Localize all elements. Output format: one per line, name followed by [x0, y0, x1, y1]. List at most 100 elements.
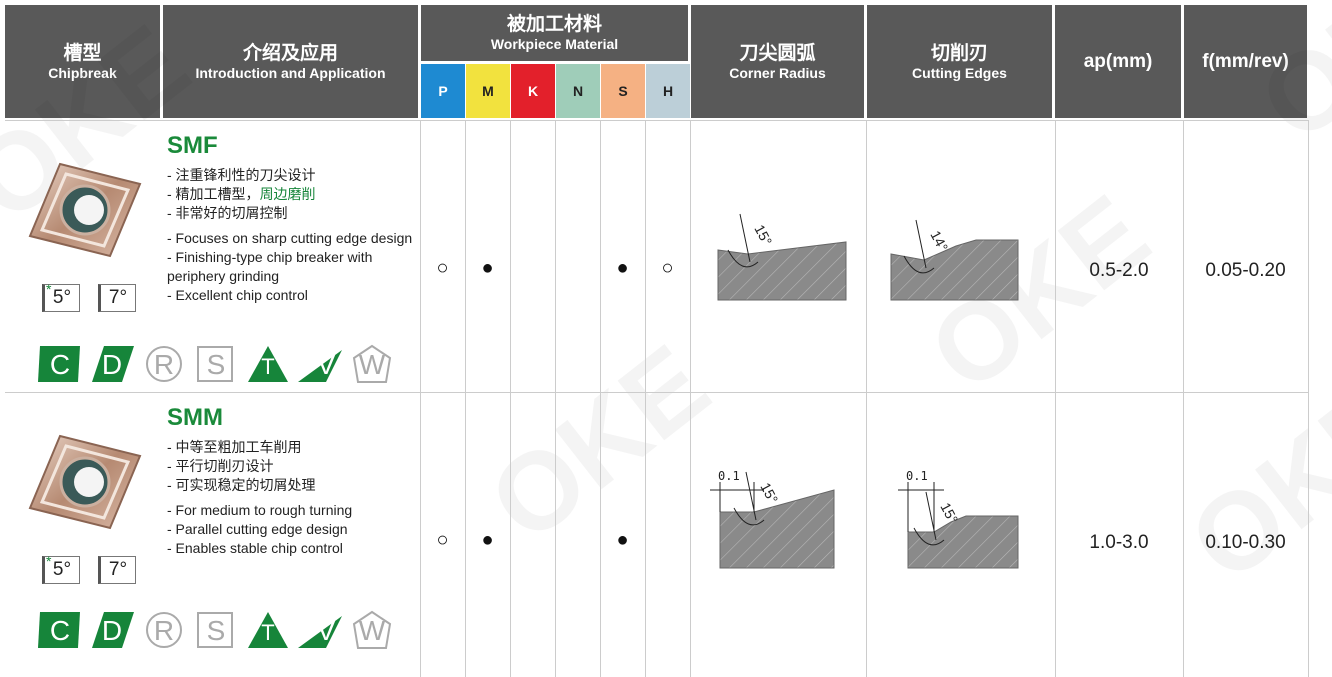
code-shape: [352, 610, 392, 649]
header-cell: 介绍及应用 Introduction and Application: [163, 5, 418, 118]
code-letter: R: [154, 349, 174, 380]
header-en: Workpiece Material: [490, 36, 619, 52]
graphic: D: [92, 612, 134, 648]
land-label: 0.1: [906, 470, 928, 483]
workpiece: [907, 515, 1019, 569]
header-text: f(mm/rev): [1202, 51, 1289, 72]
code-shape: [298, 616, 342, 648]
grade: S: [601, 64, 645, 118]
grid-line: [1308, 120, 1309, 677]
clearance-label: 5°: [52, 287, 72, 308]
clearance-box: 7°: [98, 556, 136, 584]
chipbreak-name: SMM: [167, 404, 223, 431]
angle-label: 15°: [757, 480, 781, 506]
graphic: S: [197, 612, 233, 648]
zh-point: - 平行切削刃设计: [167, 457, 417, 476]
header-zh: 切削刃: [930, 42, 988, 64]
code-shape: [38, 612, 80, 648]
code-letter: T: [261, 620, 274, 645]
zh-point: - 精加工槽型，周边磨削: [167, 185, 417, 204]
code-letter: C: [50, 349, 70, 380]
graphic: [28, 162, 142, 258]
clearance-box: * 5°: [42, 281, 80, 312]
zh-text: - 可实现稳定的切屑处理: [167, 477, 316, 493]
code-letter: W: [359, 349, 386, 380]
graphic: C: [38, 346, 80, 382]
header-text: ap(mm): [1083, 51, 1153, 72]
workpiece: [719, 489, 835, 569]
header-zh: 介绍及应用: [242, 42, 338, 64]
angle-arc: [727, 249, 759, 268]
header-cell: 被加工材料 Workpiece Material: [421, 5, 688, 61]
code-letter: T: [261, 354, 274, 379]
graphic: 14°: [890, 219, 1019, 301]
graphic: V: [298, 349, 342, 382]
code-shape: [248, 612, 288, 648]
en-point: - Enables stable chip control: [167, 540, 343, 556]
header-cell: 切削刃 Cutting Edges: [867, 5, 1052, 118]
code-letter: C: [50, 615, 70, 646]
angle-arc: [913, 527, 945, 546]
code-letter: R: [154, 615, 174, 646]
grid-line: [420, 120, 421, 677]
workpiece: [717, 241, 847, 301]
zh-text: - 注重锋利性的刀尖设计: [167, 167, 316, 183]
clearance-label: 5°: [52, 559, 72, 580]
grid-line: [5, 392, 1308, 393]
en-point: - Excellent chip control: [167, 287, 308, 303]
zh-highlight: 周边磨削: [259, 186, 316, 202]
graphic: C: [38, 612, 80, 648]
clearance-box: 7°: [98, 284, 136, 312]
intro-text: - 中等至粗加工车削用 - 平行切削刃设计 - 可实现稳定的切屑处理 - For me…: [167, 438, 417, 558]
angle-arc: [733, 507, 765, 526]
code-shape: [146, 346, 182, 382]
graphic: 15°0.1: [898, 470, 1019, 569]
header-cell: 刀尖圆弧 Corner Radius: [691, 5, 864, 118]
header-cell: 槽型 Chipbreak: [5, 5, 160, 118]
clearance-label: 7°: [108, 559, 128, 580]
header-cell: ap(mm): [1055, 5, 1181, 118]
graphic: D: [92, 346, 134, 382]
material-mark: ○: [661, 257, 674, 279]
header-en: Chipbreak: [48, 64, 117, 81]
header-cell: f(mm/rev): [1184, 5, 1307, 118]
workpiece: [890, 239, 1019, 301]
grade: K: [511, 64, 555, 118]
code-shape: [38, 346, 80, 382]
code-shape: [197, 612, 233, 648]
header-en: Introduction and Application: [195, 64, 386, 81]
code-shape: [197, 346, 233, 382]
code-shape: [352, 344, 392, 383]
code-letter: S: [207, 615, 226, 646]
grid-line: [510, 120, 511, 677]
grid-line: [465, 120, 466, 677]
zh-point: - 中等至粗加工车削用: [167, 438, 417, 457]
ap-value: 1.0-3.0: [1089, 532, 1149, 553]
header-en: Corner Radius: [729, 64, 826, 81]
grid-line: [1055, 120, 1056, 677]
f-value: 0.10-0.30: [1205, 532, 1286, 553]
grid-line: [690, 120, 691, 677]
code-shape: [248, 346, 288, 382]
insert-face: [39, 172, 131, 248]
graphic: 15°0.1: [710, 470, 835, 569]
intro-text: - 注重锋利性的刀尖设计 - 精加工槽型，周边磨削 - 非常好的切屑控制 - Focu…: [167, 166, 417, 305]
header-zh: 被加工材料: [506, 14, 602, 35]
grade: P: [421, 64, 465, 118]
graphic: T: [248, 346, 288, 382]
grade: M: [466, 64, 510, 118]
code-shape: [298, 350, 342, 382]
material-mark: ●: [481, 257, 494, 279]
code-shape: [146, 612, 182, 648]
graphic: W: [352, 610, 392, 649]
insert-face: [39, 444, 131, 520]
code-letter: V: [317, 349, 336, 380]
ap-value: 0.5-2.0: [1089, 260, 1149, 281]
clearance-box: * 5°: [42, 553, 80, 584]
zh-text: - 平行切削刃设计: [167, 458, 274, 474]
insert-hole: [74, 195, 104, 225]
angle-arc: [903, 255, 935, 274]
zh-point: - 注重锋利性的刀尖设计: [167, 166, 417, 185]
zh-text: - 精加工槽型，: [167, 186, 260, 202]
material-mark: ○: [436, 257, 449, 279]
